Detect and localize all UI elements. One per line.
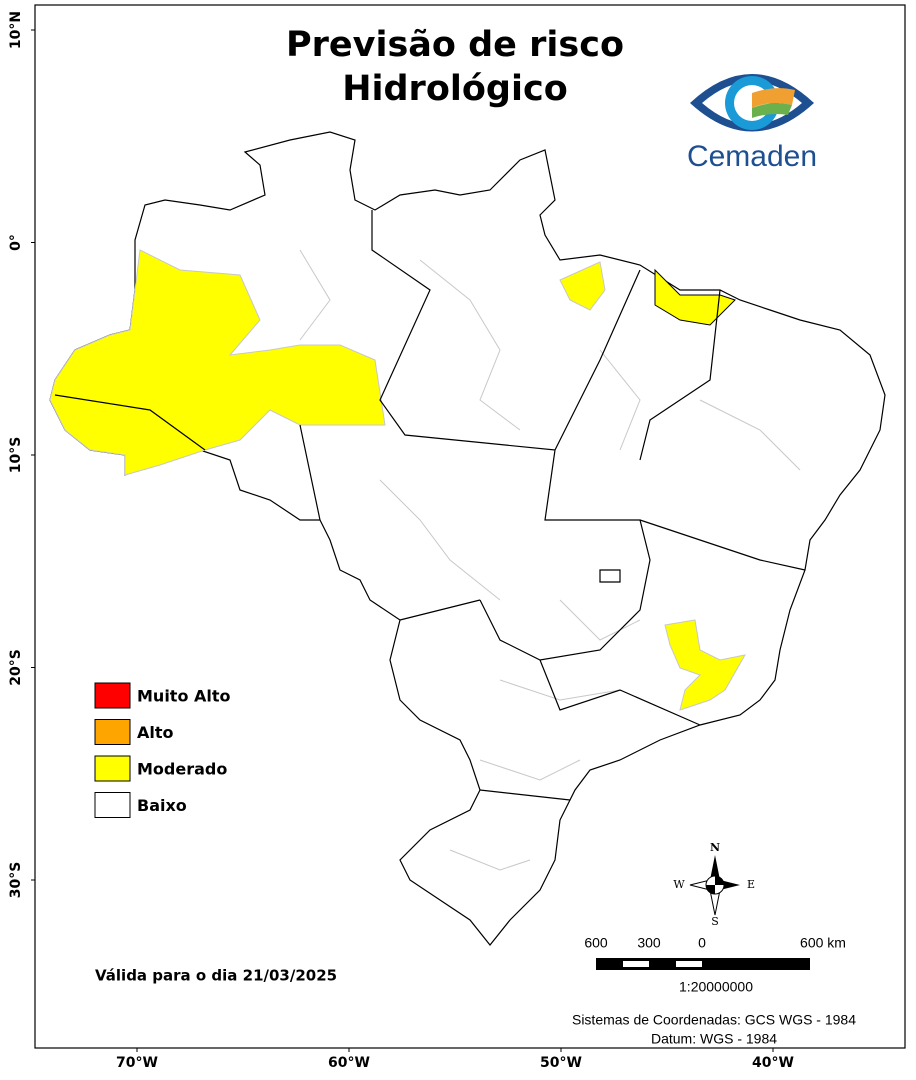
moderate-region <box>664 619 746 711</box>
scale-ratio: 1:20000000 <box>679 979 753 995</box>
latitude-label: 10°N <box>8 11 24 49</box>
longitude-label: 40°W <box>752 1055 794 1071</box>
latitude-label: 10°S <box>8 437 24 474</box>
scale-label: 600 km <box>800 935 846 951</box>
graticule-labels: 70°W 60°W 50°W 40°W 10°N 0° 10°S 20°S 30°S <box>8 11 794 1071</box>
compass-label: E <box>747 878 755 891</box>
scale-bar: 600 300 0 600 km 1:20000000 <box>584 935 846 995</box>
validity: Válida para o dia 21/03/2025 <box>95 967 337 985</box>
title-line: Hidrológico <box>342 69 568 109</box>
inner-boundaries <box>54 210 806 871</box>
legend: Muito Alto Alto Moderado Baixo <box>94 682 231 818</box>
legend-label: Baixo <box>137 796 187 815</box>
compass: N E S W <box>673 841 755 928</box>
coordinate-system: Datum: WGS - 1984 <box>651 1031 777 1047</box>
moderate-region <box>559 261 606 311</box>
legend-swatch <box>94 792 131 818</box>
scale-label: 300 <box>637 935 661 951</box>
moderate-region <box>654 268 736 326</box>
compass-label: W <box>673 878 685 891</box>
longitude-label: 50°W <box>540 1055 582 1071</box>
scale-label: 600 <box>584 935 608 951</box>
latitude-label: 30°S <box>8 862 24 899</box>
compass-label: N <box>710 841 720 854</box>
logo-text: Cemaden <box>687 140 817 173</box>
scale-label: 0 <box>698 935 706 951</box>
legend-label: Alto <box>137 723 174 742</box>
moderate-region <box>49 249 386 476</box>
legend-swatch <box>94 682 131 709</box>
compass-label: S <box>711 915 719 928</box>
latitude-label: 0° <box>8 234 24 251</box>
latitude-label: 20°S <box>8 649 24 686</box>
legend-label: Moderado <box>137 760 227 779</box>
legend-label: Muito Alto <box>137 687 231 706</box>
longitude-label: 70°W <box>116 1055 158 1071</box>
legend-swatch <box>94 719 131 745</box>
legend-swatch <box>94 755 131 782</box>
longitude-label: 60°W <box>328 1055 370 1071</box>
title-line: Previsão de risco <box>286 25 624 65</box>
coordinate-system: Sistemas de Coordenadas: GCS WGS - 1984 <box>572 1012 856 1028</box>
logo: Cemaden <box>687 74 817 173</box>
